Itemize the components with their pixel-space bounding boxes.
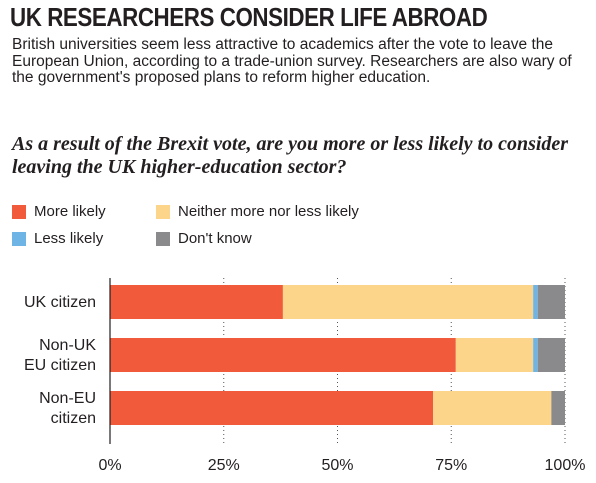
- x-tick-label: 100%: [545, 457, 586, 474]
- legend-item-less-likely: Less likely: [12, 230, 103, 247]
- legend-item-dont-know: Don't know: [156, 230, 252, 247]
- legend-label-more-likely: More likely: [34, 203, 106, 220]
- category-label: UK citizen: [24, 294, 96, 311]
- category-label: Non-EU: [39, 390, 96, 407]
- category-label: citizen: [51, 410, 96, 427]
- legend: More likely Neither more nor less likely…: [12, 203, 592, 255]
- intro-text: British universities seem less attractiv…: [12, 36, 572, 86]
- x-tick-label: 25%: [208, 457, 240, 474]
- headline: UK RESEARCHERS CONSIDER LIFE ABROAD: [10, 2, 488, 32]
- x-tick-label: 50%: [321, 457, 353, 474]
- bar-segment: [110, 338, 456, 372]
- bar-segment: [110, 391, 434, 425]
- bar-segment: [282, 285, 534, 319]
- chart-title: As a result of the Brexit vote, are you …: [12, 133, 569, 178]
- bar-segment: [537, 338, 565, 372]
- bar-segment: [533, 338, 538, 372]
- legend-item-more-likely: More likely: [12, 203, 106, 220]
- bar-segment: [455, 338, 534, 372]
- bar-segment: [433, 391, 552, 425]
- legend-swatch-less-likely: [12, 231, 26, 246]
- category-label: EU citizen: [24, 357, 96, 374]
- bar-segment: [533, 285, 538, 319]
- bar-segment: [110, 285, 283, 319]
- bar-segment: [537, 285, 565, 319]
- stacked-bar-chart: UK citizen Non-UK EU citizen Non-EU citizen 0…: [24, 278, 586, 474]
- category-label: Non-UK: [39, 337, 96, 354]
- legend-label-neither: Neither more nor less likely: [178, 203, 359, 220]
- x-tick-label: 75%: [435, 457, 467, 474]
- legend-swatch-neither: [156, 204, 170, 219]
- x-tick-label: 0%: [98, 457, 121, 474]
- legend-swatch-more-likely: [12, 204, 26, 219]
- legend-swatch-dont-know: [156, 231, 170, 246]
- legend-label-less-likely: Less likely: [34, 230, 104, 247]
- legend-item-neither: Neither more nor less likely: [156, 203, 359, 220]
- bar-segment: [551, 391, 565, 425]
- legend-label-dont-know: Don't know: [178, 230, 252, 247]
